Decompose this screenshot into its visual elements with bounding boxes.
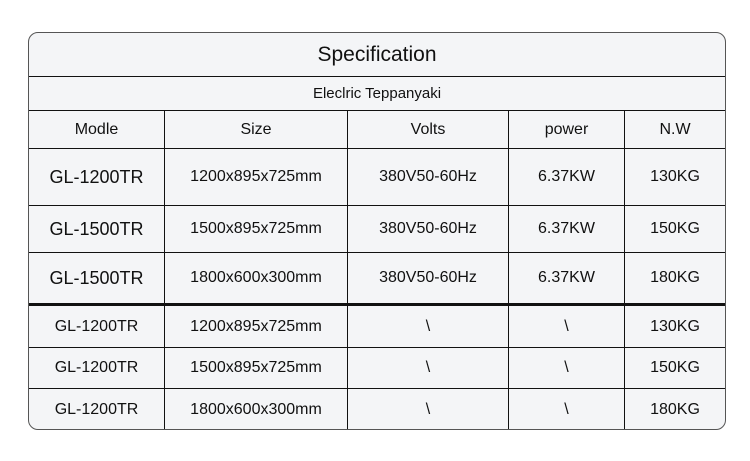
table-cell: \: [348, 389, 509, 429]
table-cell: 1500x895x725mm: [165, 206, 348, 252]
table-title: Specification: [317, 42, 437, 66]
table-cell: \: [348, 306, 509, 347]
table-cell: 180KG: [650, 269, 700, 286]
table-cell: \: [509, 348, 625, 388]
table-cell: 6.37KW: [509, 149, 625, 205]
table-cell: GL-1500TR: [29, 253, 165, 303]
subtitle-row: Eleclric Teppanyaki: [29, 77, 725, 111]
table-subtitle: Eleclric Teppanyaki: [312, 85, 442, 102]
header-cell: N.W: [659, 120, 691, 138]
header-cell: Size: [165, 111, 348, 148]
table-cell: 1800x600x300mm: [165, 389, 348, 429]
table-cell: 1200x895x725mm: [165, 149, 348, 205]
table-row: GL-1200TR 1200x895x725mm \ \ 130KG: [29, 306, 725, 348]
header-cell: power: [509, 111, 625, 148]
header-cell: Volts: [348, 111, 509, 148]
table-cell: 1200x895x725mm: [165, 306, 348, 347]
table-cell: 150KG: [650, 359, 700, 376]
table-cell: 1800x600x300mm: [165, 253, 348, 303]
spec-table: Specification Eleclric Teppanyaki Modle …: [28, 32, 726, 430]
table-cell: 150KG: [650, 220, 700, 237]
table-cell: GL-1200TR: [29, 389, 165, 429]
table-row: GL-1500TR 1800x600x300mm 380V50-60Hz 6.37KW…: [29, 253, 725, 306]
table-cell: 180KG: [650, 401, 700, 418]
table-cell: GL-1500TR: [29, 206, 165, 252]
table-cell: 380V50-60Hz: [348, 206, 509, 252]
table-cell: GL-1200TR: [29, 149, 165, 205]
header-row: Modle Size Volts power N.W: [29, 111, 725, 149]
table-cell: 6.37KW: [509, 206, 625, 252]
table-row: GL-1200TR 1800x600x300mm \ \ 180KG: [29, 389, 725, 429]
table-cell: GL-1200TR: [29, 348, 165, 388]
table-cell: 6.37KW: [509, 253, 625, 303]
table-row: GL-1200TR 1500x895x725mm \ \ 150KG: [29, 348, 725, 389]
table-cell: 380V50-60Hz: [348, 253, 509, 303]
table-row: GL-1500TR 1500x895x725mm 380V50-60Hz 6.37KW…: [29, 206, 725, 253]
header-cell: Modle: [29, 111, 165, 148]
table-cell: 130KG: [650, 168, 700, 185]
table-cell: \: [509, 306, 625, 347]
table-cell: 1500x895x725mm: [165, 348, 348, 388]
table-cell: \: [509, 389, 625, 429]
table-cell: 380V50-60Hz: [348, 149, 509, 205]
table-cell: 130KG: [650, 317, 700, 335]
table-row: GL-1200TR 1200x895x725mm 380V50-60Hz 6.37KW…: [29, 149, 725, 206]
table-cell: GL-1200TR: [29, 306, 165, 347]
title-row: Specification: [29, 33, 725, 77]
table-cell: \: [348, 348, 509, 388]
